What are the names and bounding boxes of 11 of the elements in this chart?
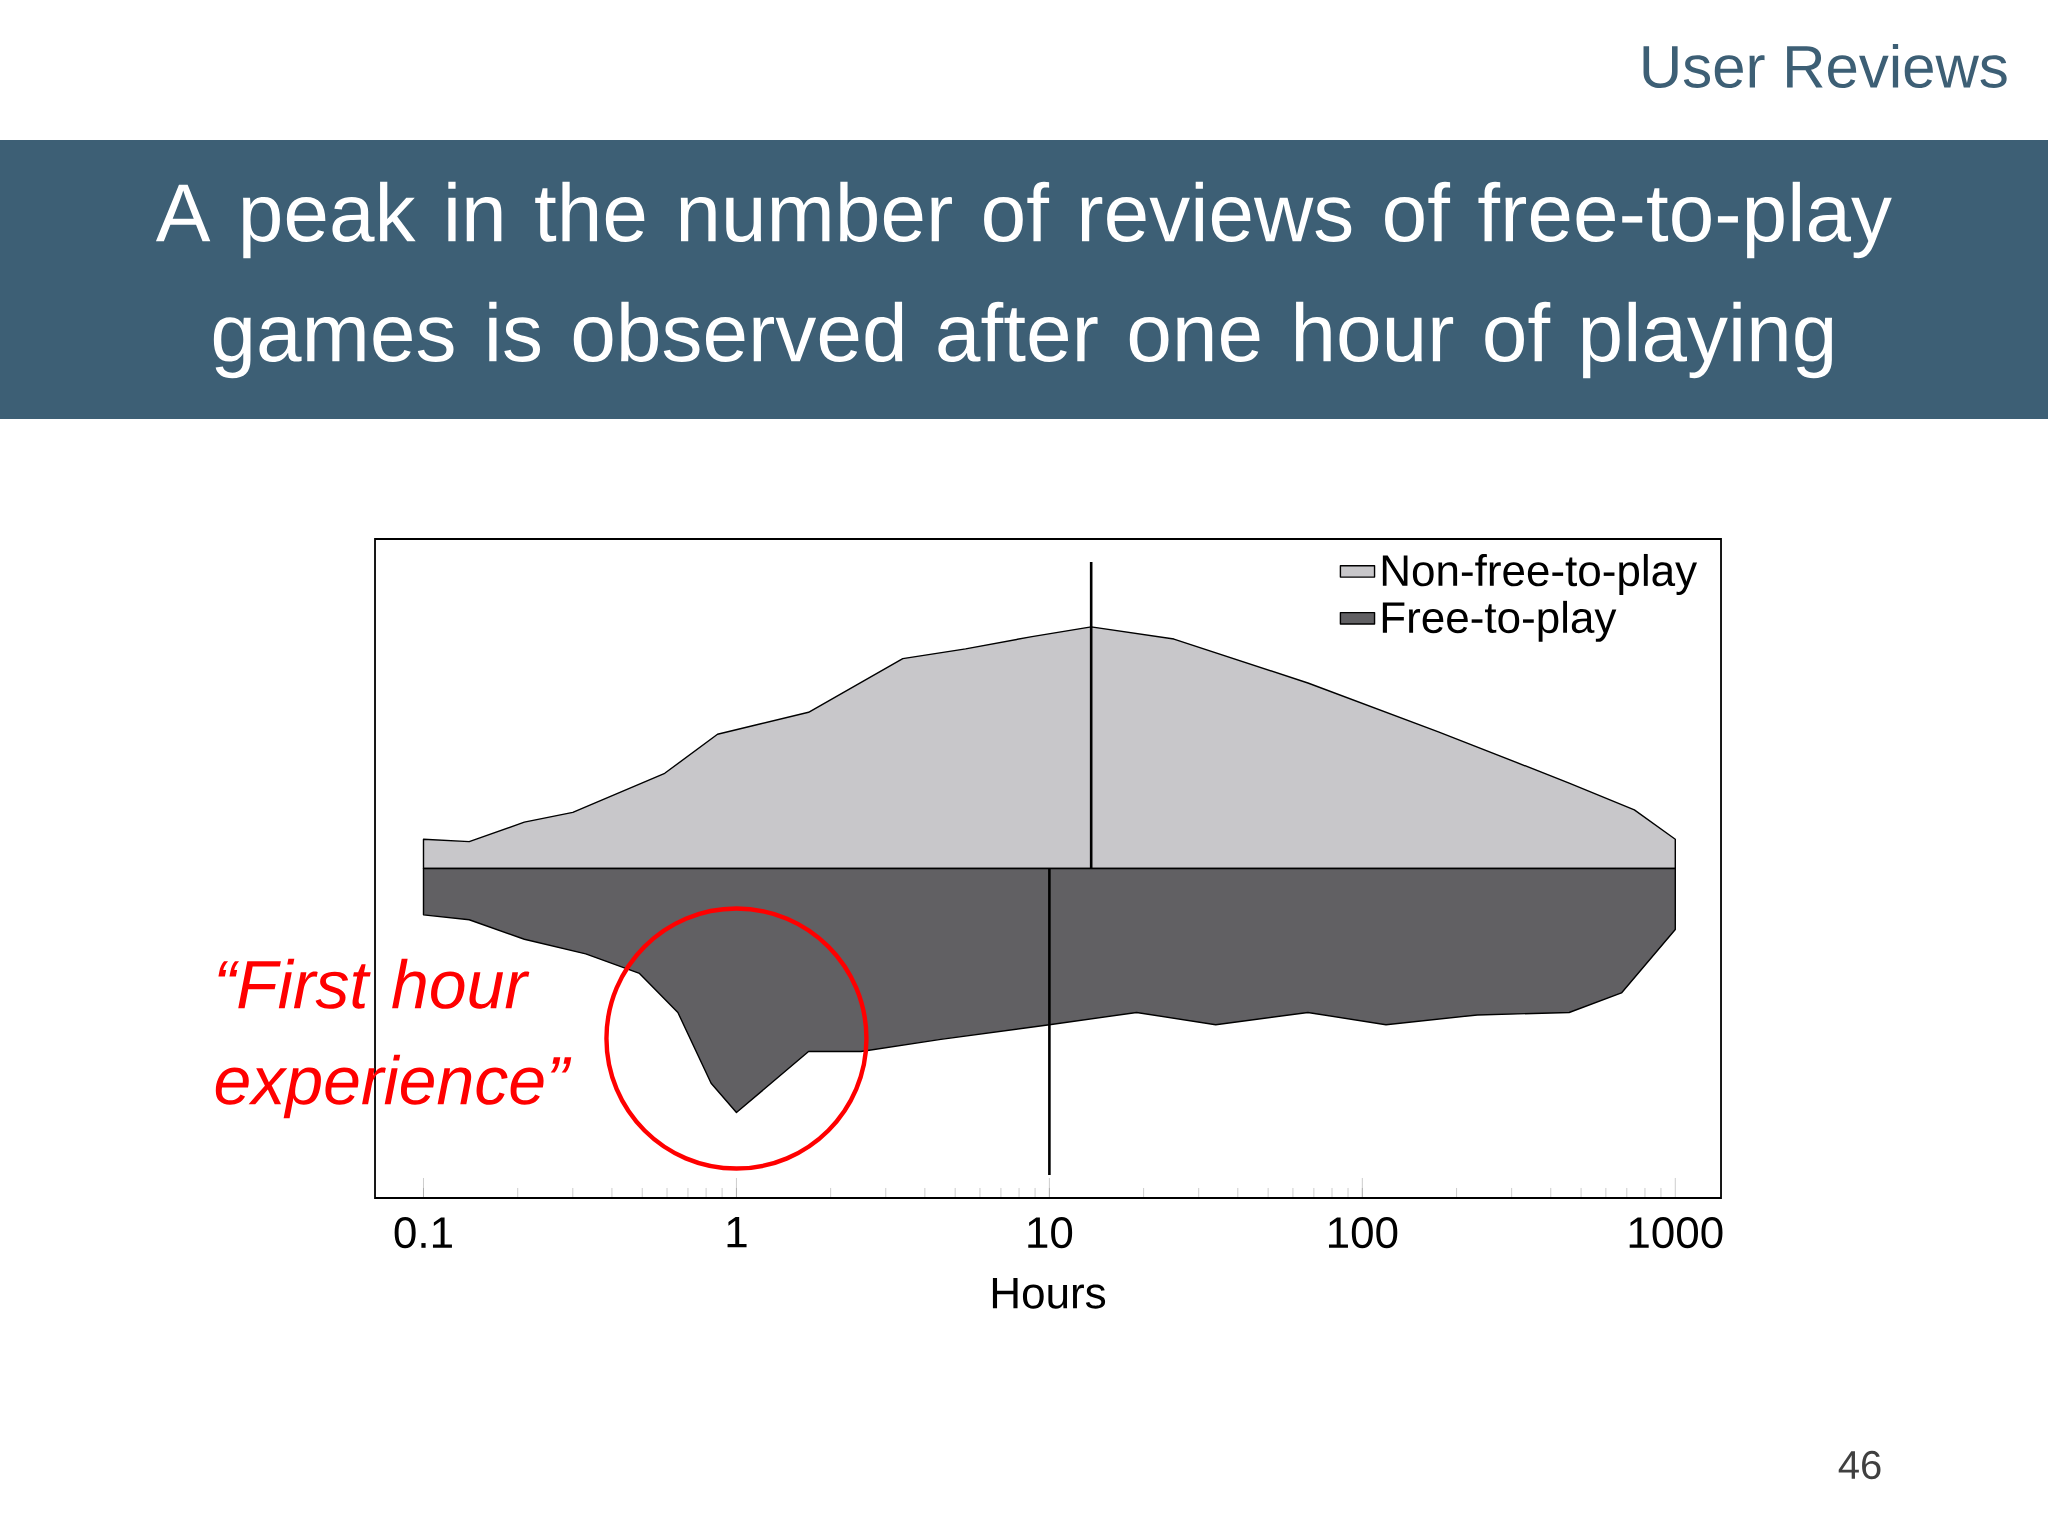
x-tick-label: 10 [1028, 1217, 1073, 1249]
x-tick-label: 100 [1328, 1217, 1398, 1249]
chart-title: A peak in the number of reviews of free-to-play games is observed after one hour of playing [155, 181, 1892, 379]
legend-label: Non-free-to-play [1382, 553, 1698, 595]
text: 46 [1838, 1450, 1881, 1480]
x-tick-label: 0.1 [394, 1217, 452, 1249]
x-tick-label: 1000 [1629, 1217, 1723, 1249]
legend-label: Free-to-play [1382, 600, 1617, 642]
x-axis-title: Hours [992, 1277, 1106, 1309]
x-tick-label: 1 [727, 1217, 747, 1248]
text: User Reviews [1643, 43, 2007, 89]
